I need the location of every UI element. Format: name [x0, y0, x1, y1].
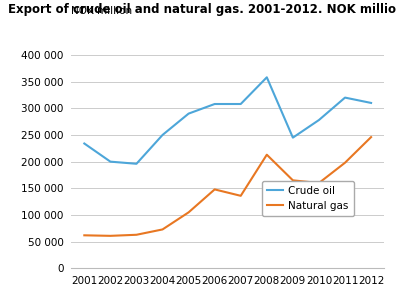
- Crude oil: [343, 96, 347, 99]
- Natural gas: [82, 234, 87, 237]
- Natural gas: [108, 234, 113, 238]
- Natural gas: [343, 161, 347, 165]
- Natural gas: [265, 153, 269, 156]
- Line: Natural gas: Natural gas: [84, 137, 371, 236]
- Crude oil: [212, 102, 217, 106]
- Natural gas: [316, 181, 321, 185]
- Text: NOK million: NOK million: [71, 6, 132, 16]
- Natural gas: [238, 194, 243, 198]
- Natural gas: [186, 210, 191, 214]
- Crude oil: [134, 162, 139, 166]
- Natural gas: [160, 228, 165, 231]
- Crude oil: [265, 75, 269, 79]
- Line: Crude oil: Crude oil: [84, 77, 371, 164]
- Crude oil: [108, 160, 113, 163]
- Crude oil: [238, 102, 243, 106]
- Crude oil: [291, 136, 295, 139]
- Crude oil: [316, 118, 321, 122]
- Natural gas: [134, 233, 139, 237]
- Natural gas: [369, 135, 373, 139]
- Natural gas: [212, 188, 217, 191]
- Natural gas: [291, 178, 295, 182]
- Legend: Crude oil, Natural gas: Crude oil, Natural gas: [262, 181, 354, 216]
- Crude oil: [186, 112, 191, 115]
- Crude oil: [82, 142, 87, 145]
- Text: Export of crude oil and natural gas. 2001-2012. NOK million: Export of crude oil and natural gas. 200…: [8, 3, 396, 16]
- Crude oil: [369, 101, 373, 105]
- Crude oil: [160, 133, 165, 137]
